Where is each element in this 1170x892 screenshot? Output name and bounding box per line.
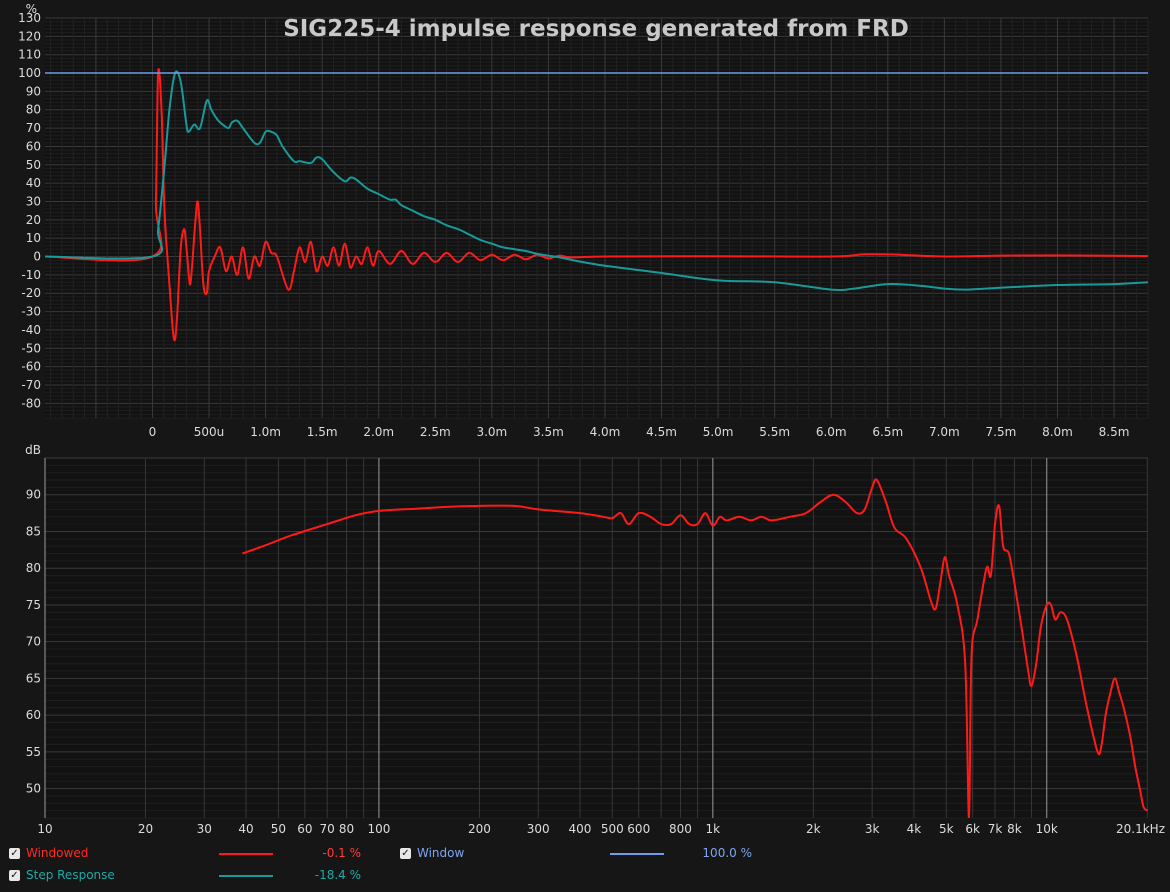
x-tick-label: 4.0m: [590, 425, 621, 439]
y-tick-label: 40: [26, 176, 41, 190]
x-tick-label: 100: [367, 822, 390, 836]
x-tick-label: 70: [320, 822, 335, 836]
series-windowed: [44, 68, 1149, 342]
y-tick-label: -50: [21, 341, 41, 355]
x-tick-label: 1.0m: [250, 425, 281, 439]
legend-item-step-response[interactable]: ✓ Step Response: [9, 865, 115, 885]
x-tick-label: 3k: [865, 822, 880, 836]
step-response-label: Step Response: [26, 868, 115, 882]
x-tick-label: 40: [238, 822, 253, 836]
chart-area: 1301201101009080706050403020100-10-20-30…: [18, 2, 1165, 836]
y-tick-label: 20: [26, 213, 41, 227]
y-tick-label: 90: [26, 84, 41, 98]
x-tick-label: 7k: [988, 822, 1003, 836]
window-swatch: [610, 853, 664, 855]
frequency-plot: 90 85 80 75 70 65 60 55 50 10 20 30 40 50 60 70 80 100 20…: [25, 443, 1165, 836]
y-tick-label: 10: [26, 231, 41, 245]
y-tick-label: 80: [26, 103, 41, 117]
step-response-checkbox[interactable]: ✓: [9, 869, 20, 881]
y-tick-label: 85: [26, 524, 41, 538]
x-tick-label: 600: [627, 822, 650, 836]
x-tick-label: 8.5m: [1099, 425, 1130, 439]
y-tick-label: 130: [18, 11, 41, 25]
x-tick-label: 6.5m: [872, 425, 903, 439]
y-tick-label: 100: [18, 66, 41, 80]
y-tick-label: -20: [21, 286, 41, 300]
x-tick-label: 2.5m: [420, 425, 451, 439]
x-tick-label: 0: [149, 425, 157, 439]
y-tick-label: 120: [18, 29, 41, 43]
x-tick-label: 8k: [1007, 822, 1022, 836]
series-step-response: [44, 70, 1149, 292]
x-tick-label: 3.5m: [533, 425, 564, 439]
y-tick-label: 60: [26, 708, 41, 722]
x-tick-label: 20: [138, 822, 153, 836]
x-tick-label: 50: [271, 822, 286, 836]
y-tick-label: 70: [26, 121, 41, 135]
y-tick-label: 55: [26, 745, 41, 759]
y-tick-label: 80: [26, 561, 41, 575]
y-tick-label: 110: [18, 48, 41, 62]
x-tick-label: 4k: [907, 822, 922, 836]
series-windowed-magnitude: [242, 478, 1148, 818]
legend-item-windowed[interactable]: ✓ Windowed: [9, 843, 88, 863]
x-tick-label: 30: [197, 822, 212, 836]
chart-title: SIG225-4 impulse response generated from…: [283, 16, 909, 42]
windowed-swatch: [219, 853, 273, 855]
x-tick-label: 5.5m: [759, 425, 790, 439]
x-tick-label: 7.0m: [929, 425, 960, 439]
y-tick-label: 50: [26, 158, 41, 172]
windowed-value: -0.1 %: [322, 846, 361, 860]
x-tick-label: 5k: [939, 822, 954, 836]
x-tick-label: 2.0m: [363, 425, 394, 439]
x-tick-label: 400: [569, 822, 592, 836]
x-tick-label: 2k: [806, 822, 821, 836]
x-tick-label: 10k: [1036, 822, 1058, 836]
x-tick-label: 500u: [194, 425, 225, 439]
step-response-swatch: [219, 875, 273, 877]
y-tick-label: -10: [21, 268, 41, 282]
x-tick-label: 1k: [706, 822, 721, 836]
y-tick-label: 30: [26, 194, 41, 208]
y-tick-label: 60: [26, 139, 41, 153]
y-tick-label: -30: [21, 305, 41, 319]
y-tick-label: 0: [33, 250, 41, 264]
bottom-y-unit-label: dB: [25, 443, 41, 457]
windowed-label: Windowed: [26, 846, 89, 860]
window-value: 100.0 %: [702, 846, 752, 860]
y-tick-label: 70: [26, 635, 41, 649]
y-tick-label: -80: [21, 396, 41, 410]
y-tick-label: -60: [21, 360, 41, 374]
x-tick-label: 800: [669, 822, 692, 836]
legend-item-window[interactable]: ✓ Window: [400, 843, 464, 863]
y-tick-label: 65: [26, 671, 41, 685]
x-tick-label: 5.0m: [703, 425, 734, 439]
x-tick-label: 4.5m: [646, 425, 677, 439]
legend-panel: ✓ Windowed -0.1 % ✓ Window 100.0 % ✓ Ste…: [0, 840, 1170, 892]
x-tick-label: 200: [468, 822, 491, 836]
y-tick-label: 90: [26, 488, 41, 502]
window-checkbox[interactable]: ✓: [400, 847, 411, 859]
impulse-plot: 1301201101009080706050403020100-10-20-30…: [18, 2, 1149, 439]
x-tick-label: 10: [37, 822, 52, 836]
x-tick-label: 60: [297, 822, 312, 836]
x-tick-label: 20.1kHz: [1116, 822, 1165, 836]
window-label: Window: [417, 846, 465, 860]
y-tick-label: 75: [26, 598, 41, 612]
x-tick-label: 3.0m: [476, 425, 507, 439]
x-tick-label: 300: [527, 822, 550, 836]
top-y-unit-label: %: [26, 2, 37, 16]
x-tick-label: 80: [339, 822, 354, 836]
y-tick-label: 50: [26, 782, 41, 796]
x-tick-label: 7.5m: [986, 425, 1017, 439]
x-tick-label: 1.5m: [307, 425, 338, 439]
x-tick-label: 500: [601, 822, 624, 836]
x-tick-label: 8.0m: [1042, 425, 1073, 439]
x-tick-label: 6k: [965, 822, 980, 836]
y-tick-label: -40: [21, 323, 41, 337]
y-tick-label: -70: [21, 378, 41, 392]
x-tick-label: 6.0m: [816, 425, 847, 439]
step-response-value: -18.4 %: [314, 868, 361, 882]
windowed-checkbox[interactable]: ✓: [9, 847, 20, 859]
